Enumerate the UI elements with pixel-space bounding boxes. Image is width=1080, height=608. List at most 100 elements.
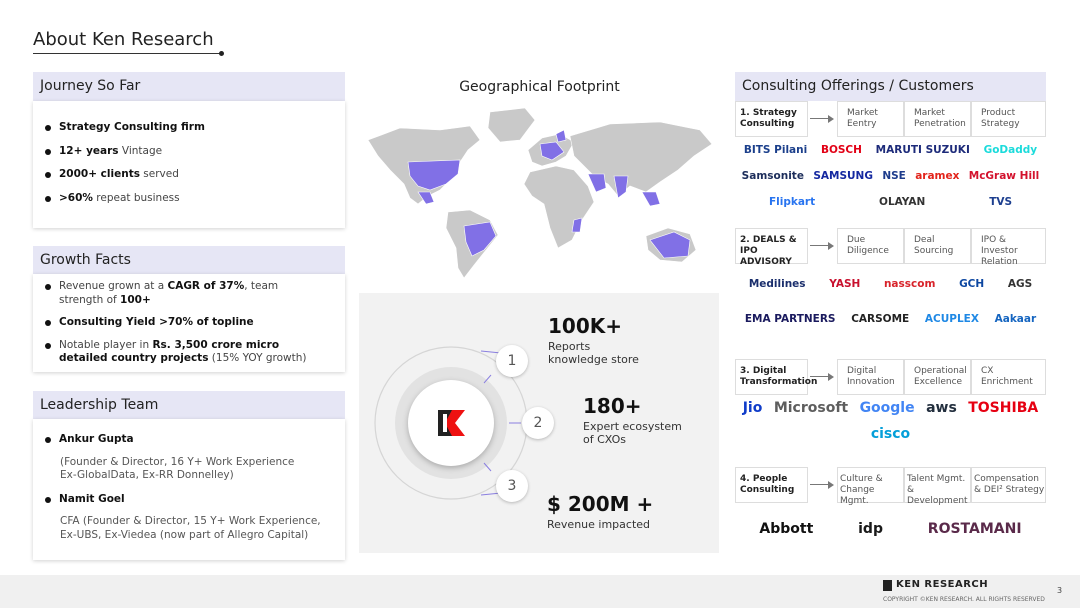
bold-text: 100+ — [120, 293, 151, 306]
client-logo: EMA PARTNERS — [744, 312, 836, 325]
label-line: knowledge store — [548, 353, 639, 366]
service-line: Due — [847, 235, 866, 245]
service-line: Deal — [914, 235, 935, 245]
client-logo: McGraw Hill — [968, 170, 1040, 182]
client-logo: Jio — [742, 400, 763, 416]
footer-logo — [883, 580, 892, 591]
service-line: Market — [847, 108, 878, 118]
stat-value: 180+ — [583, 394, 642, 418]
stats-graphic — [374, 346, 528, 500]
client-logo: Microsoft — [773, 400, 849, 416]
text: repeat business — [92, 191, 180, 204]
bold-text: Consulting Yield >70% of topline — [59, 316, 254, 328]
bullet: >60% repeat business — [33, 192, 345, 206]
client-logo: nasscom — [883, 277, 936, 290]
service-line: & Development — [907, 485, 968, 506]
person-name: Namit Goel — [33, 493, 345, 507]
bold-text: CAGR of 37% — [167, 280, 245, 292]
client-logo: BOSCH — [820, 144, 862, 156]
slide-title: About Ken Research — [33, 29, 214, 50]
text: Revenue grown at a — [59, 280, 168, 292]
bold-text: Strategy Consulting firm — [59, 121, 205, 133]
offering-label: 4. People Consulting — [735, 467, 808, 503]
arrow — [810, 118, 830, 119]
detail-line: (Founder & Director, 16 Y+ Work Experien… — [60, 455, 295, 468]
service-line: Enrichment — [981, 377, 1033, 387]
service-box: Operational Excellence — [904, 359, 971, 395]
client-logos: Abbott idp ROSTAMANI — [737, 503, 1044, 555]
client-logo: GCH — [959, 277, 985, 290]
label-line: 4. People — [740, 474, 788, 484]
client-logo: ROSTAMANI — [927, 521, 1022, 537]
service-line: Change Mgmt. — [840, 485, 875, 506]
arrow — [810, 245, 830, 246]
bullet: Revenue grown at a CAGR of 37%, team str… — [33, 280, 325, 307]
stat-value: $ 200M + — [547, 492, 654, 516]
section-heading: Consulting Offerings / Customers — [735, 72, 1046, 101]
label-line: 3. Digital — [740, 366, 787, 376]
service-line: Compensation — [974, 474, 1039, 484]
service-box: CX Enrichment — [971, 359, 1046, 395]
client-logo: cisco — [870, 426, 911, 442]
client-logo: TVS — [989, 196, 1013, 208]
client-logo: SAMSUNG — [813, 170, 873, 182]
service-line: IPO & Investor — [981, 235, 1018, 256]
client-logo: aramex — [915, 170, 960, 182]
journey-card: Strategy Consulting firm 12+ years Vintag… — [33, 101, 345, 228]
client-logo: TOSHIBA — [968, 400, 1039, 416]
client-logo: GoDaddy — [983, 144, 1038, 156]
label-line: 1. Strategy — [740, 108, 797, 118]
arrow — [810, 376, 830, 377]
client-logo: Medilines — [748, 277, 806, 290]
offering-label: 2. DEALS & IPO ADVISORY — [735, 228, 808, 267]
service-line: Excellence — [914, 377, 963, 387]
offering-label: 1. Strategy Consulting — [735, 101, 808, 137]
bullet: 2000+ clients served — [33, 168, 345, 182]
service-line: Sourcing — [914, 246, 954, 256]
stat-label: Revenue impacted — [547, 518, 650, 531]
offering-label: 3. Digital Transformation — [735, 359, 817, 395]
label-line: Reports — [548, 340, 591, 353]
service-line: Market — [914, 108, 945, 118]
service-line: Eentry — [847, 119, 877, 129]
service-line: Diligence — [847, 246, 889, 256]
leadership-card: Ankur Gupta (Founder & Director, 16 Y+ Wo… — [33, 419, 345, 560]
service-line: Strategy — [981, 119, 1020, 129]
arrow-head — [828, 115, 834, 123]
bullet: Consulting Yield >70% of topline — [33, 316, 325, 330]
service-line: Penetration — [914, 119, 966, 129]
step-number: 1 — [496, 345, 528, 377]
section-heading: Leadership Team — [33, 391, 345, 420]
client-logo: CARSOME — [851, 312, 910, 325]
service-box: Digital Innovation — [837, 359, 904, 395]
arrow — [810, 484, 830, 485]
client-logo: AGS — [1007, 277, 1033, 290]
label-line: 2. DEALS & IPO — [740, 235, 797, 256]
bold-text: >60% — [59, 191, 93, 204]
client-logos: Jio Microsoft Google aws TOSHIBA cisco — [737, 395, 1044, 447]
person-name: Ankur Gupta — [33, 433, 345, 447]
stat-label: Reports knowledge store — [548, 340, 639, 366]
service-line: CX — [981, 366, 994, 376]
label-line: Consulting — [740, 119, 795, 129]
footer-brand: KEN RESEARCH — [896, 579, 989, 590]
stat-label: Expert ecosystem of CXOs — [583, 420, 682, 446]
text: served — [139, 168, 179, 180]
service-box: Product Strategy — [971, 101, 1046, 137]
copyright: COPYRIGHT ©KEN RESEARCH. ALL RIGHTS RESE… — [883, 596, 1045, 603]
client-logo: MARUTI SUZUKI — [875, 144, 970, 156]
bullet: Notable player in Rs. 3,500 crore micro … — [33, 339, 325, 366]
arrow-head — [828, 373, 834, 381]
page-number: 3 — [1057, 586, 1063, 595]
person-details: CFA (Founder & Director, 15 Y+ Work Expe… — [33, 515, 345, 542]
section-heading: Journey So Far — [33, 72, 345, 101]
text: , team strength of — [59, 280, 279, 306]
stat-value: 100K+ — [548, 314, 623, 338]
bold-text: 12+ years — [59, 144, 119, 157]
client-logo: YASH — [829, 277, 861, 290]
service-box: Talent Mgmt. & Development — [904, 467, 971, 506]
service-box: Due Diligence — [837, 228, 904, 264]
bold-text: 2000+ clients — [59, 168, 140, 180]
service-box: Culture & Change Mgmt. — [837, 467, 904, 506]
